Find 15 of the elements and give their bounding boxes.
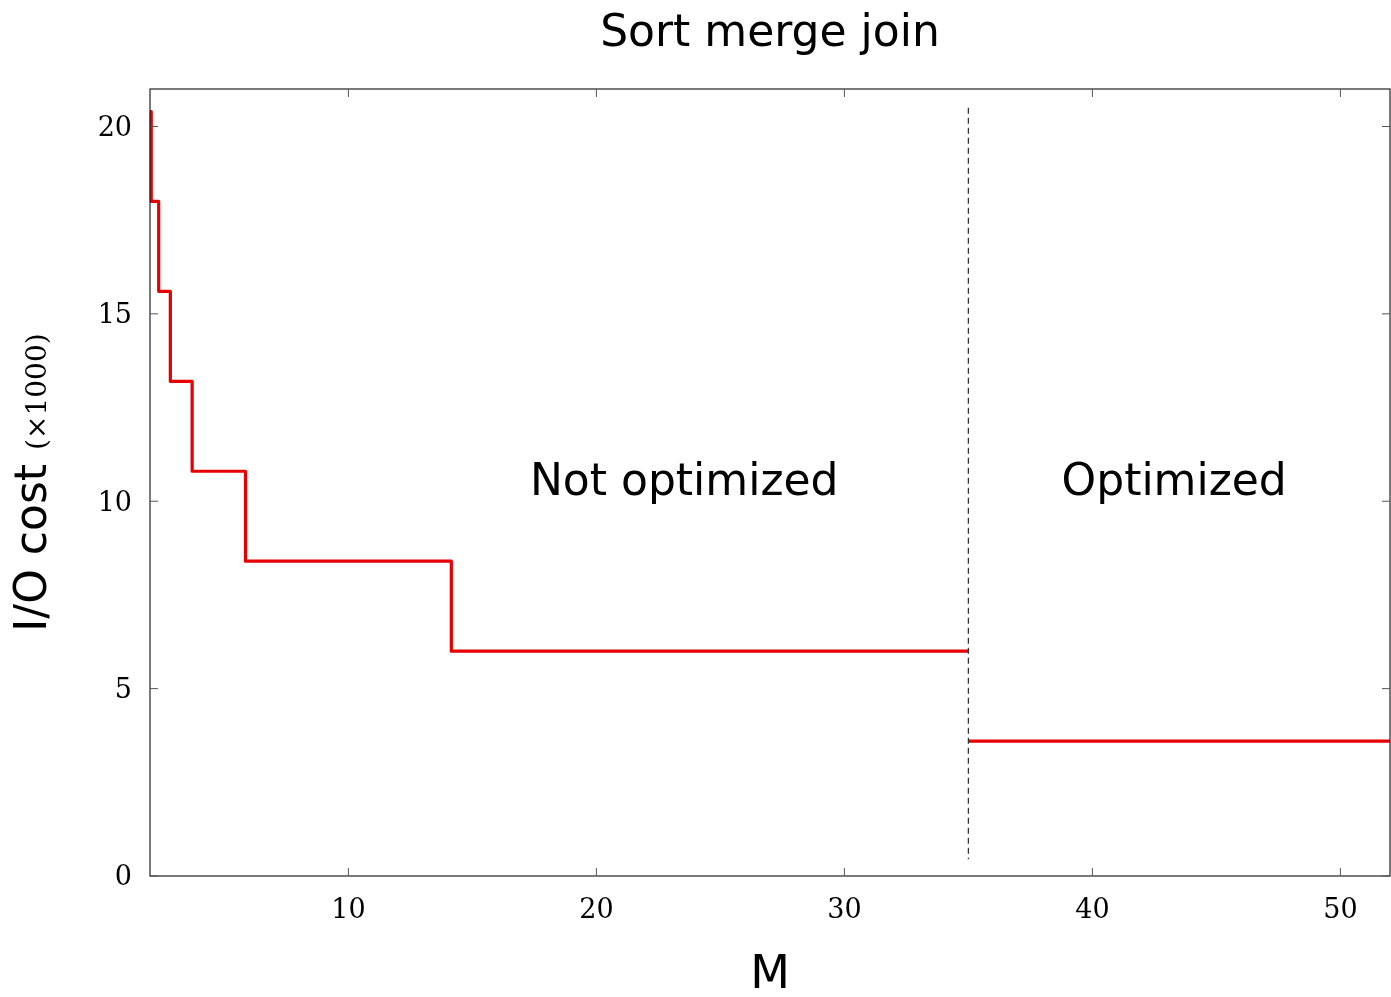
y-tick-label: 0 [114, 860, 132, 892]
x-tick-label: 20 [579, 893, 614, 924]
y-tick-label: 15 [97, 298, 132, 330]
x-tick-label: 30 [827, 893, 862, 924]
chart-title: Sort merge join [600, 5, 940, 56]
annotation: Optimized [1061, 454, 1287, 506]
y-tick-label: 10 [97, 485, 132, 517]
x-axis-title: M [750, 945, 790, 997]
x-tick-label: 50 [1323, 893, 1358, 924]
y-tick-label: 5 [114, 673, 132, 705]
annotation: Not optimized [529, 454, 839, 506]
y-axis-title: I/O cost (×1000) [5, 333, 56, 632]
x-tick-label: 40 [1075, 893, 1110, 924]
y-tick-label: 20 [97, 110, 132, 142]
x-tick-label: 10 [331, 893, 366, 924]
